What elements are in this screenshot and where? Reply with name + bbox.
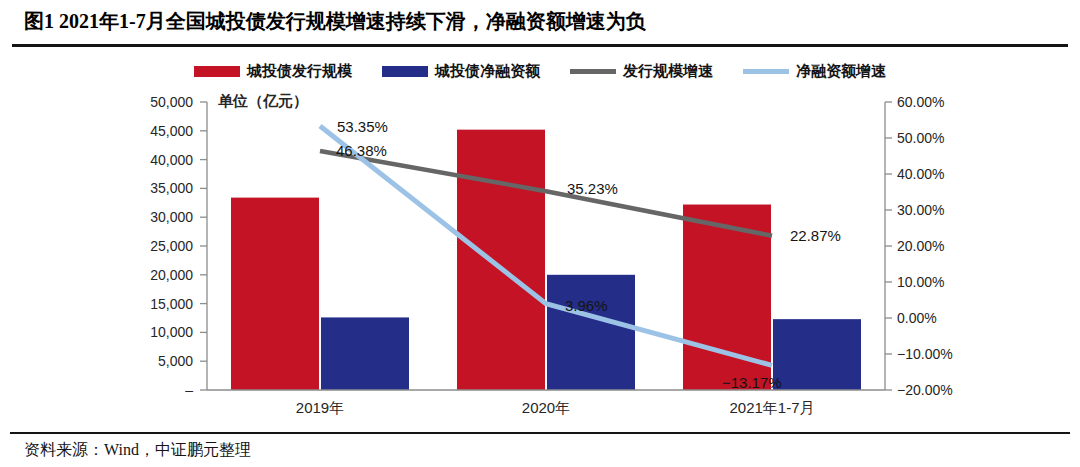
left-axis-tick-label: 20,000 xyxy=(150,267,193,283)
footer-divider xyxy=(10,432,1070,434)
right-axis-tick-label: 20.00% xyxy=(897,238,944,254)
bar-城投债净融资额 xyxy=(321,317,409,390)
left-axis-tick-label: 30,000 xyxy=(150,209,193,225)
right-axis-tick-label: 0.00% xyxy=(897,310,937,326)
right-axis-tick-label: 60.00% xyxy=(897,94,944,110)
left-axis-tick-label: 45,000 xyxy=(150,123,193,139)
source-note: 资料来源：Wind，中证鹏元整理 xyxy=(24,440,251,461)
x-axis-category-label: 2021年1-7月 xyxy=(729,399,814,416)
bar-城投债净融资额 xyxy=(773,319,861,390)
right-axis-tick-label: 40.00% xyxy=(897,166,944,182)
left-axis-tick-label: 10,000 xyxy=(150,324,193,340)
point-label: 46.38% xyxy=(336,142,387,159)
left-axis-tick-label: – xyxy=(185,382,193,398)
point-label: 3.96% xyxy=(565,297,608,314)
bar-城投债发行规模 xyxy=(231,198,319,390)
left-axis-tick-label: 15,000 xyxy=(150,296,193,312)
point-label: 35.23% xyxy=(567,180,618,197)
left-axis-tick-label: 40,000 xyxy=(150,152,193,168)
right-axis-tick-label: 50.00% xyxy=(897,130,944,146)
right-axis-tick-label: 30.00% xyxy=(897,202,944,218)
point-label: 53.35% xyxy=(337,118,388,135)
chart-plot: 46.38% 35.23% 22.87% 53.35% 3.96% −13.17% 50,0… xyxy=(0,0,1080,467)
point-label: −13.17% xyxy=(722,374,782,391)
bar-城投债发行规模 xyxy=(457,130,545,390)
axis-unit-label: 单位（亿元） xyxy=(218,92,308,111)
bar-城投债净融资额 xyxy=(547,275,635,390)
x-axis-category-label: 2019年 xyxy=(296,399,344,416)
report-figure-page: 图1 2021年1-7月全国城投债发行规模增速持续下滑，净融资额增速为负 城投债… xyxy=(0,0,1080,467)
left-axis-tick-label: 50,000 xyxy=(150,94,193,110)
left-axis-tick-label: 5,000 xyxy=(158,353,193,369)
point-label: 22.87% xyxy=(790,227,841,244)
right-axis-tick-label: 10.00% xyxy=(897,274,944,290)
left-axis-tick-label: 25,000 xyxy=(150,238,193,254)
left-axis-tick-label: 35,000 xyxy=(150,180,193,196)
x-axis-category-label: 2020年 xyxy=(522,399,570,416)
right-axis-tick-label: −20.00% xyxy=(897,382,953,398)
line-发行规模增速 xyxy=(320,151,772,236)
right-axis-tick-label: −10.00% xyxy=(897,346,953,362)
